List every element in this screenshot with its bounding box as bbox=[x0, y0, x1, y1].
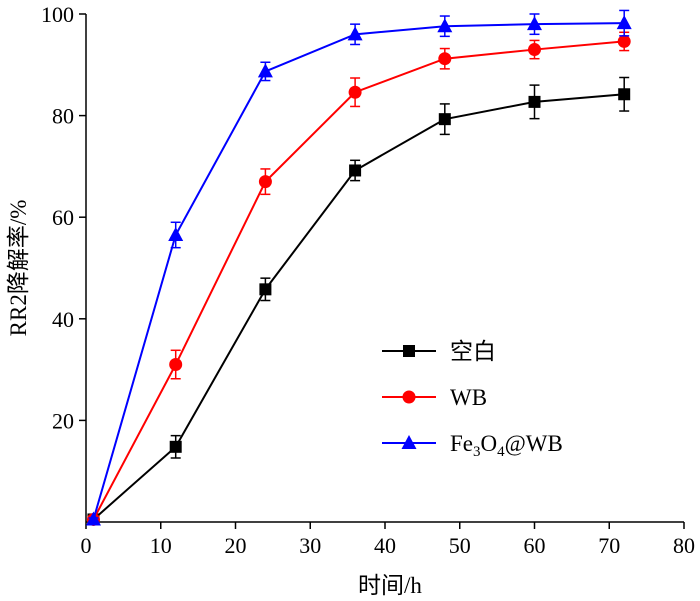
data-point bbox=[438, 52, 452, 66]
legend-label: WB bbox=[450, 385, 487, 410]
data-point bbox=[347, 26, 363, 41]
series-2 bbox=[86, 31, 631, 526]
y-tick-label: 100 bbox=[41, 2, 74, 27]
legend-label: Fe3O4@WB bbox=[450, 431, 563, 460]
legend-item-3: Fe3O4@WB bbox=[382, 431, 563, 460]
x-tick-label: 70 bbox=[598, 533, 620, 558]
y-axis-label: RR2降解率/% bbox=[6, 200, 31, 337]
data-point bbox=[527, 16, 542, 31]
data-point bbox=[438, 113, 451, 126]
x-tick-label: 80 bbox=[673, 533, 695, 558]
data-point bbox=[348, 85, 362, 99]
x-tick-label: 10 bbox=[150, 533, 172, 558]
y-tick-label: 80 bbox=[52, 104, 74, 129]
x-tick-label: 30 bbox=[299, 533, 321, 558]
data-point bbox=[528, 43, 541, 57]
legend-label: 空白 bbox=[450, 339, 496, 364]
legend-marker bbox=[401, 435, 417, 449]
data-point bbox=[437, 18, 453, 33]
data-point bbox=[616, 15, 632, 30]
legend-marker bbox=[402, 390, 416, 404]
x-tick-label: 60 bbox=[524, 533, 546, 558]
data-point bbox=[528, 95, 541, 108]
legend-item-2: WB bbox=[382, 385, 487, 410]
data-point bbox=[258, 175, 272, 189]
x-axis-label: 时间/h bbox=[358, 573, 422, 598]
x-tick-label: 40 bbox=[374, 533, 396, 558]
series-3 bbox=[85, 9, 632, 526]
x-tick-label: 20 bbox=[225, 533, 247, 558]
legend-item-1: 空白 bbox=[382, 339, 496, 364]
y-axis-ticks: 20 40 60 80 100 bbox=[41, 2, 86, 433]
y-tick-label: 40 bbox=[52, 307, 74, 332]
series-layer bbox=[85, 9, 632, 526]
data-point bbox=[168, 226, 184, 241]
x-axis-ticks: 0 10 20 30 40 50 60 70 80 bbox=[81, 522, 695, 558]
y-tick-label: 60 bbox=[52, 205, 74, 230]
data-point bbox=[257, 63, 273, 78]
data-point bbox=[349, 164, 362, 177]
data-point bbox=[259, 283, 272, 296]
data-point bbox=[169, 440, 182, 453]
legend-marker bbox=[403, 345, 415, 357]
data-point bbox=[85, 511, 101, 526]
x-tick-label: 50 bbox=[449, 533, 471, 558]
x-tick-label: 0 bbox=[81, 533, 92, 558]
data-point bbox=[618, 88, 631, 101]
legend: 空白 WB Fe3O4@WB bbox=[382, 339, 563, 460]
y-tick-label: 20 bbox=[52, 408, 74, 433]
data-point bbox=[169, 358, 183, 372]
data-point bbox=[617, 34, 631, 48]
series-1 bbox=[87, 76, 631, 526]
